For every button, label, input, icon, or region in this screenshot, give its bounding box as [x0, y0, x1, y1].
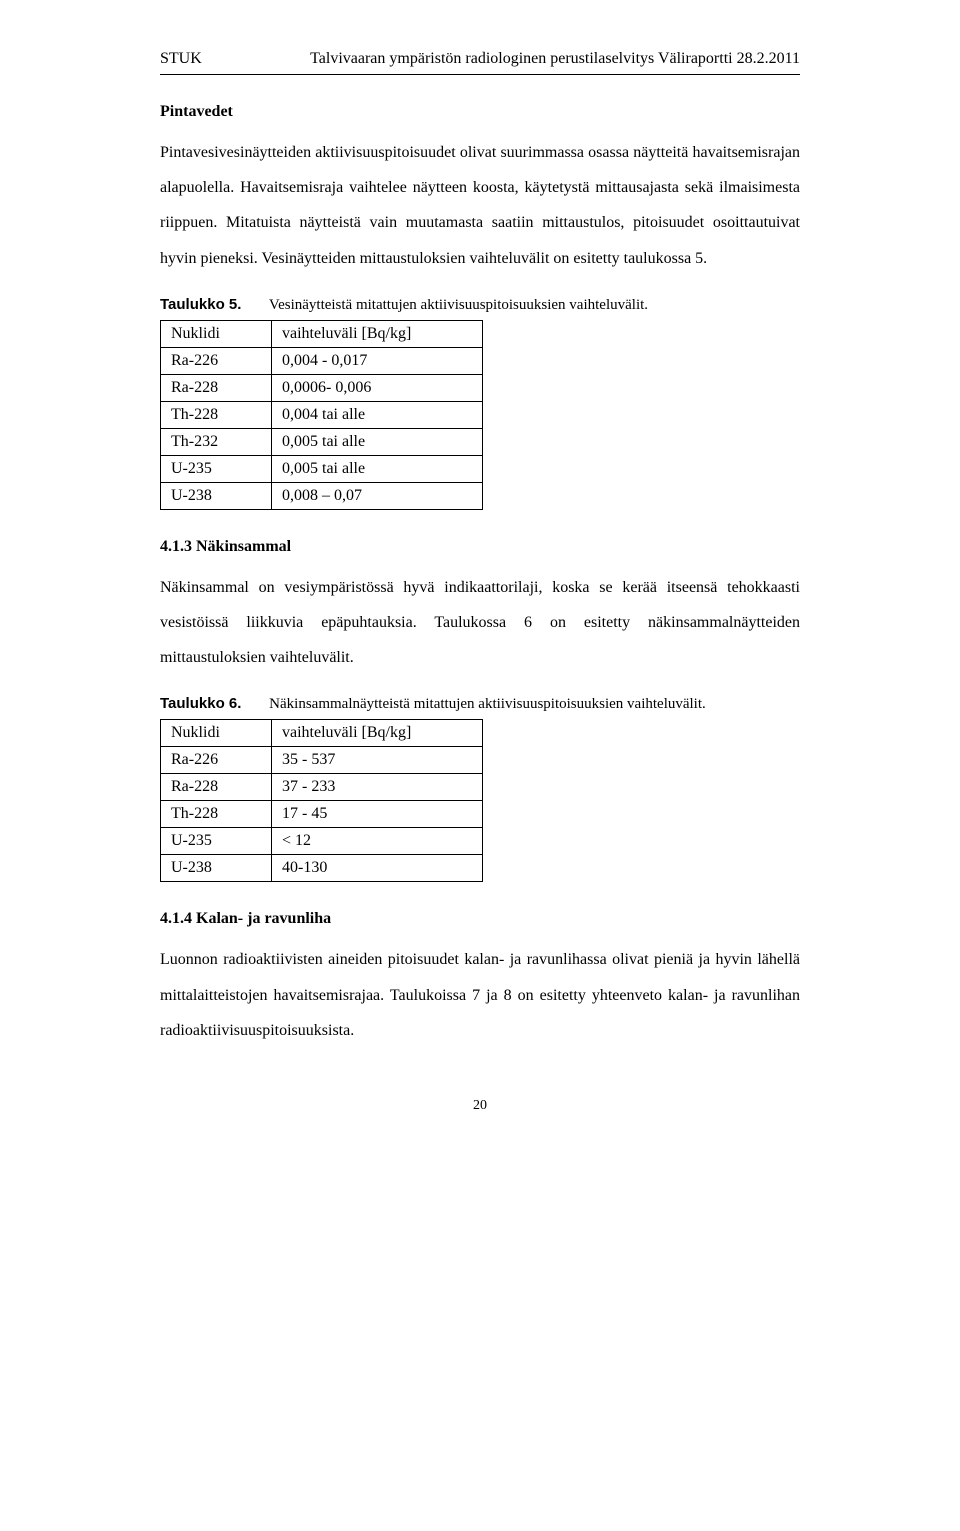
section-title-pintavedet: Pintavedet: [160, 103, 800, 121]
table-row: Th-232 0,005 tai alle: [161, 428, 483, 455]
table-row: Ra-228 0,0006- 0,006: [161, 374, 483, 401]
table6: Nuklidi vaihteluväli [Bq/kg] Ra-226 35 -…: [160, 719, 483, 882]
table6-cell: Ra-228: [161, 774, 272, 801]
table6-caption: Taulukko 6. Näkinsammalnäytteistä mitatt…: [160, 695, 800, 713]
table-row: Th-228 0,004 tai alle: [161, 401, 483, 428]
table5-header-col1: Nuklidi: [161, 320, 272, 347]
table6-cell: < 12: [272, 828, 483, 855]
table6-cell: 35 - 537: [272, 747, 483, 774]
table-row: U-238 40-130: [161, 855, 483, 882]
table6-caption-text: Näkinsammalnäytteistä mitattujen aktiivi…: [269, 696, 706, 712]
table5-cell: Ra-228: [161, 374, 272, 401]
page-number: 20: [160, 1098, 800, 1114]
section2-heading: 4.1.3 Näkinsammal: [160, 538, 800, 556]
page-header: STUK Talvivaaran ympäristön radiologinen…: [160, 50, 800, 68]
table6-cell: U-238: [161, 855, 272, 882]
section3-heading: 4.1.4 Kalan- ja ravunliha: [160, 910, 800, 928]
table-row: U-238 0,008 – 0,07: [161, 482, 483, 509]
table6-cell: Th-228: [161, 801, 272, 828]
table5-cell: U-238: [161, 482, 272, 509]
section3-paragraph: Luonnon radioaktiivisten aineiden pitois…: [160, 942, 800, 1048]
table-row: Nuklidi vaihteluväli [Bq/kg]: [161, 720, 483, 747]
header-left: STUK: [160, 50, 202, 68]
table-row: Ra-226 0,004 - 0,017: [161, 347, 483, 374]
section1-paragraph: Pintavesivesinäytteiden aktiivisuuspitoi…: [160, 135, 800, 276]
table6-cell: 37 - 233: [272, 774, 483, 801]
table5-header-col2: vaihteluväli [Bq/kg]: [272, 320, 483, 347]
header-right: Talvivaaran ympäristön radiologinen peru…: [310, 50, 800, 68]
table6-cell: Ra-226: [161, 747, 272, 774]
table6-header-col2: vaihteluväli [Bq/kg]: [272, 720, 483, 747]
section2-paragraph: Näkinsammal on vesiympäristössä hyvä ind…: [160, 570, 800, 676]
table6-caption-label: Taulukko 6.: [160, 695, 241, 712]
table-row: U-235 0,005 tai alle: [161, 455, 483, 482]
table6-header-col1: Nuklidi: [161, 720, 272, 747]
table5-cell: 0,004 tai alle: [272, 401, 483, 428]
table5-cell: Th-228: [161, 401, 272, 428]
table5-caption-label: Taulukko 5.: [160, 296, 241, 313]
table5-caption-text: Vesinäytteistä mitattujen aktiivisuuspit…: [269, 297, 648, 313]
table5-cell: 0,008 – 0,07: [272, 482, 483, 509]
table-row: U-235 < 12: [161, 828, 483, 855]
table-row: Th-228 17 - 45: [161, 801, 483, 828]
table-row: Ra-228 37 - 233: [161, 774, 483, 801]
table6-cell: 17 - 45: [272, 801, 483, 828]
table-row: Ra-226 35 - 537: [161, 747, 483, 774]
table5-cell: 0,005 tai alle: [272, 455, 483, 482]
table5: Nuklidi vaihteluväli [Bq/kg] Ra-226 0,00…: [160, 320, 483, 510]
table5-caption: Taulukko 5. Vesinäytteistä mitattujen ak…: [160, 296, 800, 314]
header-rule: [160, 74, 800, 75]
table5-cell: 0,005 tai alle: [272, 428, 483, 455]
table5-cell: Ra-226: [161, 347, 272, 374]
table5-cell: Th-232: [161, 428, 272, 455]
table5-cell: 0,004 - 0,017: [272, 347, 483, 374]
table6-cell: 40-130: [272, 855, 483, 882]
table5-cell: U-235: [161, 455, 272, 482]
table6-cell: U-235: [161, 828, 272, 855]
table5-cell: 0,0006- 0,006: [272, 374, 483, 401]
table-row: Nuklidi vaihteluväli [Bq/kg]: [161, 320, 483, 347]
page-container: STUK Talvivaaran ympäristön radiologinen…: [80, 0, 880, 1154]
